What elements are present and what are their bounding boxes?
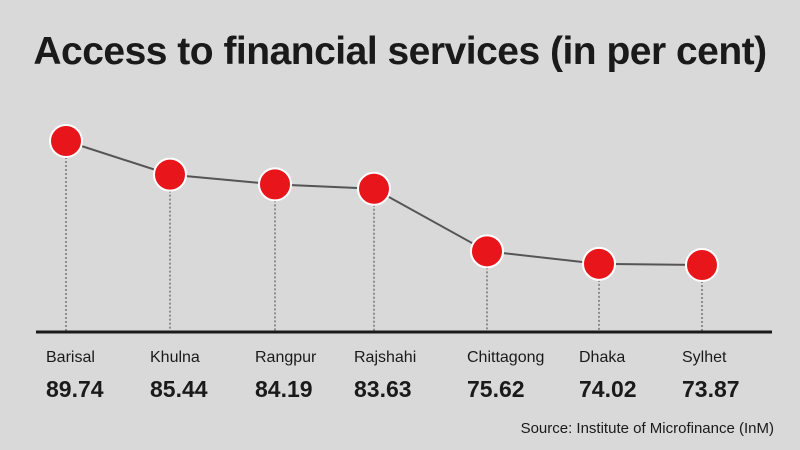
series-line [65, 140, 703, 266]
category-label-rajshahi: Rajshahi [354, 349, 416, 366]
category-label-khulna: Khulna [150, 349, 200, 366]
category-label-barisal: Barisal [46, 349, 95, 366]
value-label-barisal: 89.74 [46, 376, 104, 402]
value-label-dhaka: 74.02 [579, 376, 637, 402]
data-point-khulna [153, 157, 187, 192]
value-label-chittagong: 75.62 [467, 376, 525, 402]
category-label-rangpur: Rangpur [255, 349, 317, 366]
value-label-rajshahi: 83.63 [354, 376, 412, 402]
data-point-chittagong [470, 234, 504, 269]
data-point-rangpur [258, 167, 292, 202]
data-point-dhaka [582, 246, 616, 281]
data-point-barisal [49, 124, 83, 158]
value-label-khulna: 85.44 [150, 376, 208, 402]
data-point-sylhet [685, 248, 719, 282]
source-note: Source: Institute of Microfinance (InM) [520, 420, 774, 437]
category-label-sylhet: Sylhet [682, 349, 727, 366]
chart-title: Access to financial services (in per cen… [33, 30, 767, 73]
value-label-rangpur: 84.19 [255, 376, 313, 402]
category-label-dhaka: Dhaka [579, 349, 625, 366]
value-label-sylhet: 73.87 [682, 376, 740, 402]
category-label-chittagong: Chittagong [467, 349, 544, 366]
data-point-rajshahi [357, 171, 391, 206]
